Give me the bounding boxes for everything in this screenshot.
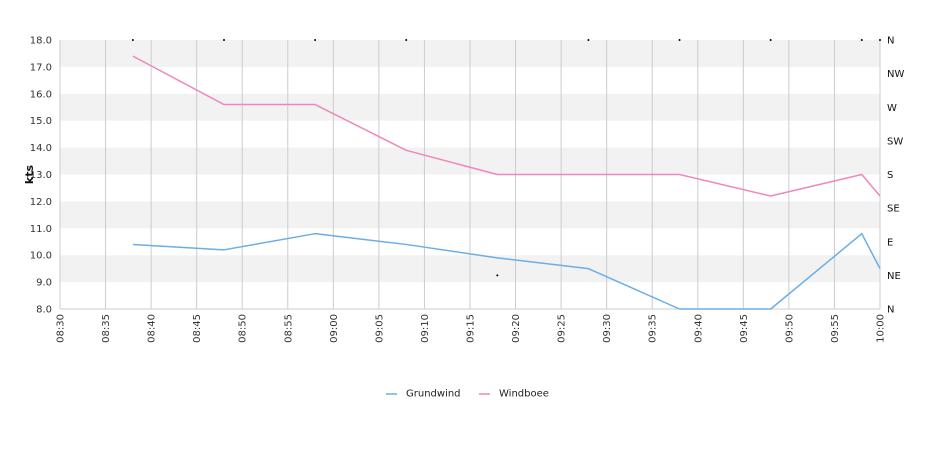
direction-point [131,39,134,41]
x-tick-label: 09:15 [466,314,477,343]
x-tick-label: 09:05 [374,314,385,343]
y-tick-label: 10.0 [30,251,52,262]
direction-tick-label: S [887,170,893,181]
direction-point [405,39,408,41]
y-axis-title: kts [23,164,36,184]
direction-axis-ticks: N NE E SE S SW W NW N [887,36,904,316]
legend: Grundwind Windboee [386,389,549,400]
direction-point [223,39,225,41]
direction-tick-label: SE [887,204,900,215]
direction-point [879,39,881,41]
direction-point [678,39,681,41]
direction-tick-label: W [887,103,897,114]
x-tick-label: 09:45 [739,314,750,343]
direction-point [587,39,590,41]
direction-points [131,39,881,277]
x-tick-label: 09:00 [329,314,340,343]
x-tick-label: 08:55 [283,314,294,343]
x-tick-label: 09:40 [693,314,704,343]
series-lines [132,55,881,310]
y-axis-ticks: 8.0 9.0 10.0 11.0 12.0 13.0 14.0 15.0 16.0 17.0 18… [30,36,52,316]
series-line-grundwind [132,232,881,310]
vertical-gridlines [59,40,881,309]
y-tick-label: 12.0 [30,197,52,208]
direction-point [769,39,772,41]
y-tick-label: 13.0 [30,170,52,181]
direction-tick-label: E [887,237,893,248]
y-tick-label: 14.0 [30,143,52,154]
direction-tick-label: NE [887,271,901,282]
x-tick-label: 08:50 [238,314,249,343]
y-tick-label: 9.0 [36,278,52,289]
direction-point [314,39,317,41]
x-tick-label: 09:25 [557,314,568,343]
x-tick-label: 09:35 [648,314,659,343]
x-tick-label: 09:20 [511,314,522,343]
direction-point [496,274,499,277]
y-tick-label: 15.0 [30,116,52,127]
x-tick-label: 09:10 [420,314,431,343]
x-tick-label: 09:55 [830,314,841,343]
x-tick-label: 08:30 [56,314,67,343]
direction-tick-label: NW [887,69,904,80]
direction-tick-label: N [887,36,894,47]
y-tick-label: 18.0 [30,36,52,47]
x-tick-label: 10:00 [876,314,887,343]
direction-tick-label: SW [887,136,903,147]
x-tick-label: 09:30 [602,314,613,343]
y-tick-label: 11.0 [30,224,52,235]
legend-label: Windboee [499,389,549,400]
legend-label: Grundwind [406,389,461,400]
y-tick-label: 17.0 [30,62,52,73]
x-tick-label: 08:45 [192,314,203,343]
y-tick-label: 16.0 [30,89,52,100]
x-tick-label: 08:40 [147,314,158,343]
x-axis-ticks: 08:30 08:35 08:40 08:45 08:50 08:55 09:00 09:05… [56,314,887,343]
direction-point [860,39,863,41]
series-line-windboee [132,55,881,197]
direction-tick-label: N [887,305,894,316]
x-tick-label: 08:35 [101,314,112,343]
y-tick-label: 8.0 [36,305,52,316]
x-tick-label: 09:50 [784,314,795,343]
